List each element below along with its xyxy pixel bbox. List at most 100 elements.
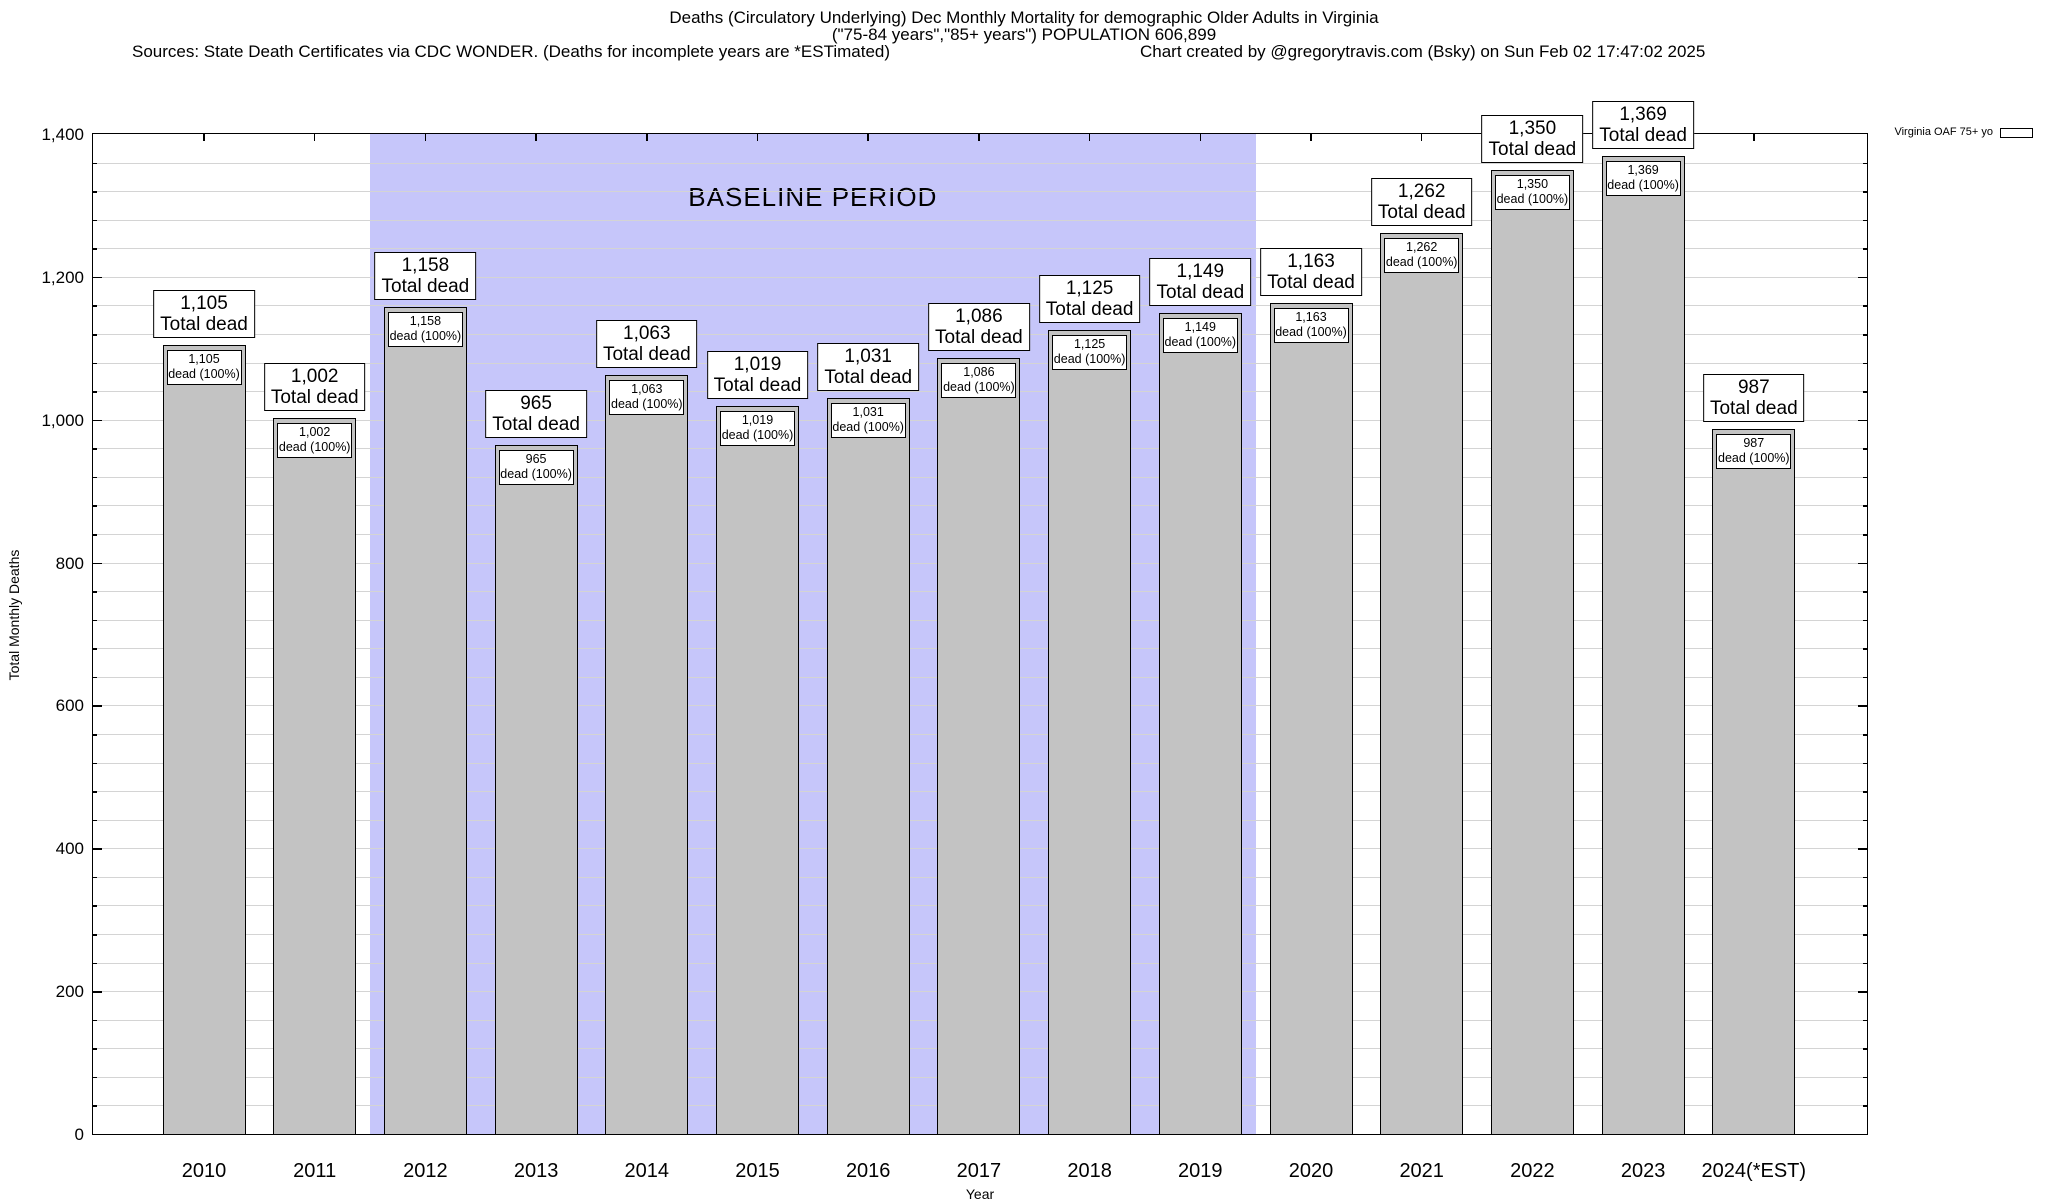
y-axis-tick-left — [93, 876, 97, 879]
bar-inner-label-2021: 1,262 dead (100%) — [1384, 238, 1460, 273]
bar-total-label-2010: 1,105 Total dead — [153, 290, 255, 338]
y-axis-tick-left — [93, 619, 97, 622]
top-axis-tick-2019 — [1199, 134, 1202, 141]
y-axis-tick-left — [93, 162, 97, 165]
baseline-period-label: BASELINE PERIOD — [688, 182, 938, 212]
top-axis-tick-2014 — [646, 134, 648, 141]
bar-inner-label-2010: 1,105 dead (100%) — [166, 350, 242, 385]
y-axis-tick-left — [93, 248, 97, 250]
bar-total-label-2020: 1,163 Total dead — [1260, 248, 1362, 296]
bar-inner-label-2015: 1,019 dead (100%) — [720, 411, 795, 446]
top-axis-tick-2011 — [313, 134, 316, 141]
x-tick-label-2023: 2023 — [1620, 1160, 1666, 1182]
x-tick-label-2014: 2014 — [624, 1160, 670, 1182]
top-axis-tick-2012 — [424, 134, 427, 141]
x-tick-label-2011: 2011 — [293, 1160, 337, 1182]
chart-title-line1: Deaths (Circulatory Underlying) Dec Mont… — [669, 8, 1379, 27]
y-axis-tick-left — [93, 1048, 97, 1050]
gridline-y1200 — [93, 276, 1867, 278]
bar-total-label-2017: 1,086 Total dead — [928, 303, 1030, 351]
y-axis-tick-right — [1863, 1019, 1867, 1022]
y-tick-label-600: 600 — [55, 696, 84, 716]
x-axis-title: Year — [965, 1186, 995, 1202]
bar-2014: 1,063 dead (100%) — [605, 375, 689, 1134]
legend-bar-swatch — [2000, 127, 2033, 138]
y-axis-tick-right — [1863, 534, 1867, 536]
y-axis-tick-right — [1863, 162, 1867, 165]
x-tick-label-2015: 2015 — [735, 1160, 780, 1182]
y-axis-tick-right — [1863, 334, 1867, 336]
bar-total-label-2016: 1,031 Total dead — [817, 343, 920, 391]
y-axis-tick-right — [1863, 476, 1867, 479]
y-axis-tick-left — [93, 562, 102, 565]
y-axis-tick-left — [93, 1105, 97, 1107]
y-axis-tick-right — [1858, 276, 1867, 279]
bar-2012: 1,158 dead (100%) — [383, 307, 467, 1134]
bar-total-label-2015: 1,019 Total dead — [706, 351, 809, 399]
y-axis-tick-left — [93, 591, 97, 593]
y-axis-tick-left — [93, 334, 97, 336]
y-axis-tick-left — [93, 391, 97, 393]
y-axis-tick-right — [1863, 1105, 1867, 1107]
bar-total-label-2021: 1,262 Total dead — [1370, 178, 1473, 226]
y-axis-tick-left — [93, 819, 97, 822]
y-tick-label-1200: 1,200 — [41, 267, 84, 287]
bar-inner-label-2014: 1,063 dead (100%) — [609, 380, 685, 415]
bar-inner-label-2018: 1,125 dead (100%) — [1052, 335, 1128, 370]
plot-area: BASELINE PERIOD 0 200 400 600 800 1,000 1,200 1,… — [41, 101, 1868, 1201]
gridline-y1320 — [93, 191, 1867, 193]
y-tick-label-400: 400 — [55, 839, 84, 859]
y-axis-tick-right — [1863, 505, 1867, 507]
bar-inner-label-2017: 1,086 dead (100%) — [941, 363, 1017, 398]
bar-total-label-2012: 1,158 Total dead — [374, 252, 477, 300]
top-axis-tick-2016 — [867, 134, 869, 141]
y-axis-tick-right — [1858, 848, 1867, 850]
gridline-y1240 — [93, 248, 1867, 250]
x-tick-label-2018: 2018 — [1067, 1160, 1112, 1182]
y-axis-tick-left — [93, 791, 97, 793]
bar-total-label-2013: 965 Total dead — [485, 390, 587, 438]
chart-credit-note: Chart created by @gregorytravis.com (Bsk… — [1140, 42, 1706, 61]
bar-total-label-2011: 1,002 Total dead — [263, 363, 366, 411]
top-axis-tick-2024(*EST) — [1753, 134, 1755, 141]
top-axis-tick-2017 — [978, 134, 980, 141]
y-axis-tick-right — [1858, 562, 1867, 565]
y-tick-label-800: 800 — [55, 553, 84, 573]
bar-inner-label-2019: 1,149 dead (100%) — [1162, 318, 1238, 353]
y-axis-tick-left — [93, 1019, 97, 1022]
y-axis-tick-left — [93, 962, 97, 965]
y-axis-tick-right — [1858, 991, 1867, 993]
y-axis-tick-right — [1863, 191, 1867, 193]
y-axis-tick-left — [93, 448, 97, 450]
y-axis-tick-left — [93, 276, 102, 279]
y-axis-tick-right — [1863, 248, 1867, 250]
y-tick-label-200: 200 — [55, 982, 84, 1002]
bar-inner-label-2022: 1,350 dead (100%) — [1494, 175, 1570, 210]
y-axis-tick-right — [1863, 619, 1867, 622]
bar-inner-label-2012: 1,158 dead (100%) — [387, 312, 463, 347]
bar-total-label-2014: 1,063 Total dead — [595, 320, 698, 368]
y-axis-tick-left — [93, 762, 97, 765]
bar-2018: 1,125 dead (100%) — [1048, 330, 1132, 1134]
y-axis-tick-right — [1863, 934, 1867, 936]
y-axis-tick-right — [1863, 591, 1867, 593]
bar-2023: 1,369 dead (100%) — [1601, 156, 1685, 1134]
bar-2015: 1,019 dead (100%) — [716, 406, 799, 1134]
y-axis-tick-right — [1863, 391, 1867, 393]
gridline-y1280 — [93, 219, 1867, 221]
bar-total-label-2022: 1,350 Total dead — [1481, 115, 1584, 163]
top-axis-tick-2015 — [756, 134, 759, 141]
y-axis-tick-right — [1863, 819, 1867, 822]
y-axis-tick-left — [93, 362, 97, 365]
y-axis-tick-right — [1858, 705, 1867, 707]
x-tick-label-2017: 2017 — [956, 1160, 1002, 1182]
y-axis-tick-left — [93, 648, 97, 650]
bar-2011: 1,002 dead (100%) — [273, 418, 357, 1134]
y-axis-tick-right — [1863, 305, 1867, 307]
y-axis-tick-left — [93, 219, 97, 222]
chart-sources-note: Sources: State Death Certificates via CD… — [132, 42, 891, 61]
x-tick-label-2019: 2019 — [1178, 1160, 1223, 1182]
bar-2010: 1,105 dead (100%) — [162, 345, 246, 1134]
bar-2019: 1,149 dead (100%) — [1158, 313, 1242, 1134]
y-axis-tick-left — [93, 419, 102, 422]
